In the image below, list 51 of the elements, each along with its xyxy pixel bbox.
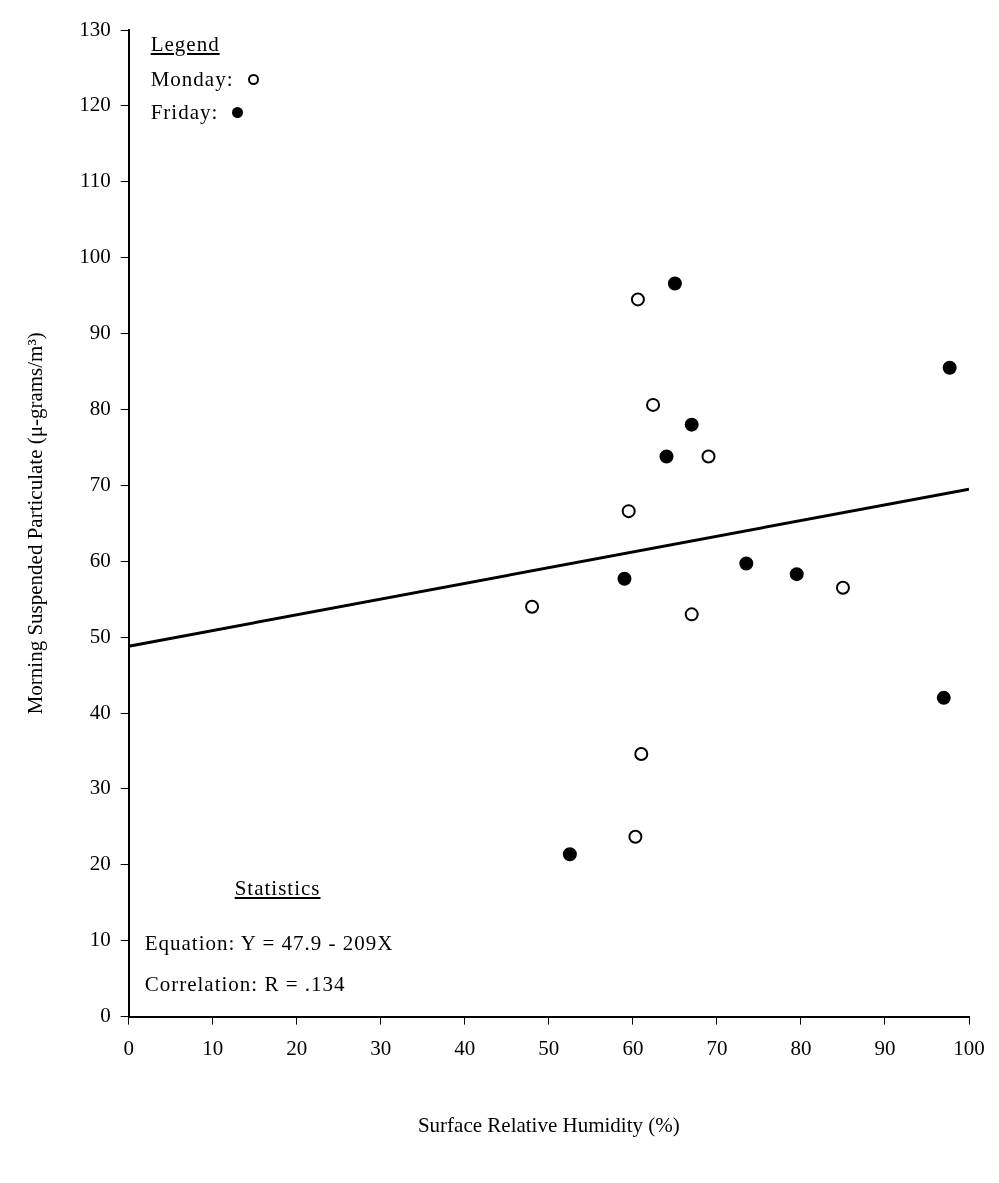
y-tick-label: 110 [79, 168, 111, 193]
point [684, 417, 699, 432]
x-tick-label: 50 [538, 1035, 560, 1060]
legend-label: Monday: [150, 67, 234, 92]
x-tick-label: 30 [370, 1035, 392, 1060]
y-tick-label: 30 [89, 775, 111, 800]
y-tick-label: 60 [89, 547, 111, 572]
point [621, 504, 636, 519]
x-tick-label: 60 [622, 1035, 644, 1060]
x-tick-label: 80 [790, 1035, 812, 1060]
annotation: Equation: Y = 47.9 - 209X [144, 930, 394, 956]
annotation: Statistics [234, 875, 322, 901]
point [617, 571, 632, 586]
point [634, 747, 649, 762]
point [630, 292, 645, 307]
y-tick-label: 10 [89, 927, 111, 952]
point [701, 449, 716, 464]
legend-title: Legend [150, 32, 221, 57]
legend-label: Friday: [150, 100, 219, 125]
x-tick-label: 20 [286, 1035, 308, 1060]
point [936, 690, 951, 705]
point [667, 276, 682, 291]
point [835, 580, 850, 595]
y-tick-label: 100 [79, 244, 111, 269]
point [646, 397, 661, 412]
x-tick-label: 70 [706, 1035, 728, 1060]
y-axis-title: Morning Suspended Particulate (μ-grams/m³) [23, 332, 48, 715]
y-tick-label: 50 [89, 623, 111, 648]
y-tick-label: 20 [89, 851, 111, 876]
y-tick-label: 80 [89, 395, 111, 420]
y-tick-label: 0 [100, 1003, 111, 1028]
point [628, 829, 643, 844]
x-tick-label: 90 [874, 1035, 896, 1060]
x-tick-label: 100 [953, 1035, 985, 1060]
point [942, 360, 957, 375]
point [739, 556, 754, 571]
y-tick-label: 90 [89, 320, 111, 345]
point [789, 567, 804, 582]
point [525, 599, 540, 614]
x-tick-label: 10 [202, 1035, 224, 1060]
point [562, 847, 577, 862]
annotation: Correlation: R = .134 [144, 971, 347, 997]
point [659, 449, 674, 464]
y-tick-label: 120 [79, 92, 111, 117]
x-axis-title: Surface Relative Humidity (%) [417, 1112, 680, 1137]
y-tick-label: 130 [79, 16, 111, 41]
y-tick-label: 40 [89, 699, 111, 724]
x-tick-label: 0 [123, 1035, 134, 1060]
x-tick-label: 40 [454, 1035, 476, 1060]
point [684, 607, 699, 622]
y-tick-label: 70 [89, 471, 111, 496]
